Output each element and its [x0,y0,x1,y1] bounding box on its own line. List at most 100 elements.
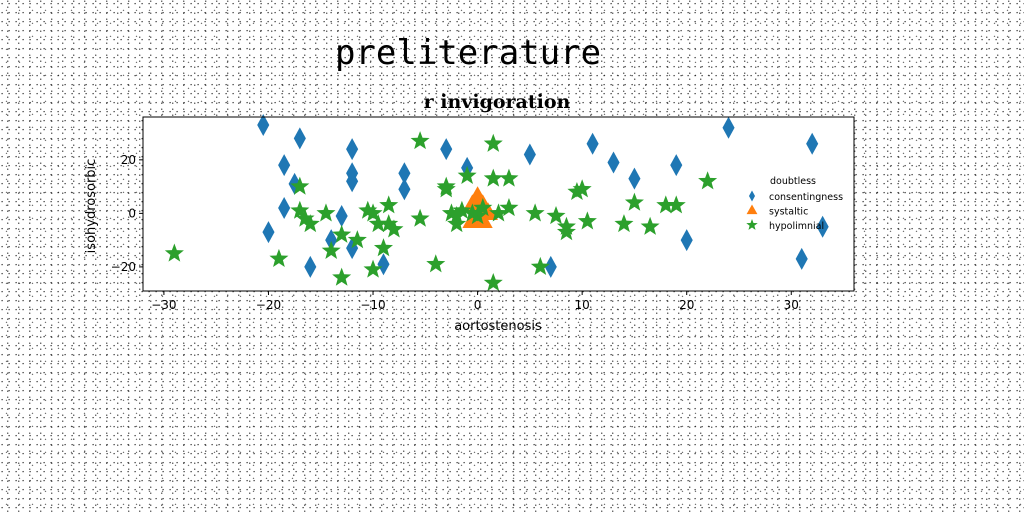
consentingness-point [680,229,693,252]
consentingness-point [544,255,557,278]
legend-label-consentingness: consentingness [769,192,843,203]
consentingness-point [670,154,683,177]
hypolimnial-point [656,195,676,214]
hypolimnial-point [488,203,509,222]
hypolimnial-point [499,198,519,217]
axes-frame [142,116,855,292]
hypolimnial-point [373,238,393,257]
consentingness-point [257,114,270,137]
y-axis-label: isohydrosorbic [84,159,99,254]
consentingness-point [346,170,359,193]
legend-marker-systaltic [746,204,758,215]
hypolimnial-point [483,272,503,292]
hypolimnial-point [384,219,404,238]
hypolimnial-point [379,195,399,214]
hypolimnial-point [368,214,388,233]
hypolimnial-point [530,256,550,275]
x-tick-label: −30 [151,298,176,312]
x-tick-label: −20 [256,298,281,312]
consentingness-point [278,154,291,177]
consentingness-point [628,167,641,190]
consentingness-point [335,205,348,228]
hypolimnial-point [363,259,383,278]
x-tick-label: −10 [360,298,385,312]
consentingness-point [440,138,453,161]
consentingness-point [377,253,390,276]
consentingness-point [304,255,317,278]
x-tick-label: 10 [575,298,590,312]
consentingness-point [607,151,620,174]
hypolimnial-point [363,203,383,222]
hypolimnial-point [698,171,718,190]
hypolimnial-point [436,179,456,198]
consentingness-point [795,247,808,270]
hypolimnial-point [462,203,482,222]
hypolimnial-point [426,254,446,273]
hypolimnial-point [290,200,310,219]
hypolimnial-point [577,211,597,230]
hypolimnial-point [269,248,289,267]
hypolimnial-point [614,214,634,233]
y-tick-label: 0 [128,206,136,220]
hypolimnial-point [640,216,660,235]
hypolimnial-point [499,168,519,187]
hypolimnial-point [546,206,566,225]
hypolimnial-point [316,203,336,222]
legend: doubtless consentingness systaltic hypolim… [746,176,843,232]
legend-title: doubtless [770,176,816,187]
legend-label-hypolimnial: hypolimnial [769,221,824,232]
hypolimnial-point [347,230,367,249]
hypolimnial-point [473,198,493,217]
consentingness-point [398,178,411,201]
consentingness-point [293,127,306,150]
hypolimnial-point [457,165,477,184]
data-markers [164,114,829,292]
x-axis-ticks: −30 −20 −10 0 10 20 30 [151,291,799,312]
y-tick-label: −20 [111,260,136,274]
consentingness-point [586,132,599,155]
hypolimnial-point [447,214,467,233]
hypolimnial-point [358,200,378,219]
consentingness-point [523,143,536,166]
x-tick-label: 20 [679,298,694,312]
consentingness-point [278,197,291,220]
hypolimnial-point [624,192,644,211]
hypolimnial-point [164,243,184,262]
consentingness-point [346,138,359,161]
legend-marker-consentingness [748,190,756,202]
figure-title: preliterature [335,33,601,73]
hypolimnial-point [525,203,545,222]
y-axis-ticks: −20 0 20 [111,153,143,274]
hypolimnial-point [332,224,352,243]
hypolimnial-point [441,203,461,222]
consentingness-point [816,215,829,238]
hypolimnial-point [332,267,352,286]
hypolimnial-point [300,214,320,233]
hypolimnial-point [379,214,399,233]
consentingness-point [325,229,338,252]
hypolimnial-point [483,133,503,152]
x-tick-label: 30 [784,298,799,312]
consentingness-point [722,116,735,139]
hypolimnial-point [410,208,430,227]
hypolimnial-point [483,168,503,187]
hypolimnial-point [556,222,576,241]
consentingness-point [398,162,411,185]
hypolimnial-point [666,195,686,214]
hypolimnial-point [452,200,472,219]
hypolimnial-point [410,131,430,150]
consentingness-point [262,221,275,244]
legend-marker-hypolimnial [746,219,758,230]
hypolimnial-point [321,240,341,259]
consentingness-point [806,132,819,155]
y-tick-label: 20 [121,153,136,167]
chart-title: r invigoration [424,91,571,113]
hypolimnial-point [567,181,587,201]
x-axis-label: aortostenosis [454,319,542,334]
x-tick-label: 0 [474,298,482,312]
hypolimnial-point [295,208,315,227]
legend-label-systaltic: systaltic [769,207,808,218]
hypolimnial-point [572,179,592,198]
hypolimnial-point [290,176,310,195]
